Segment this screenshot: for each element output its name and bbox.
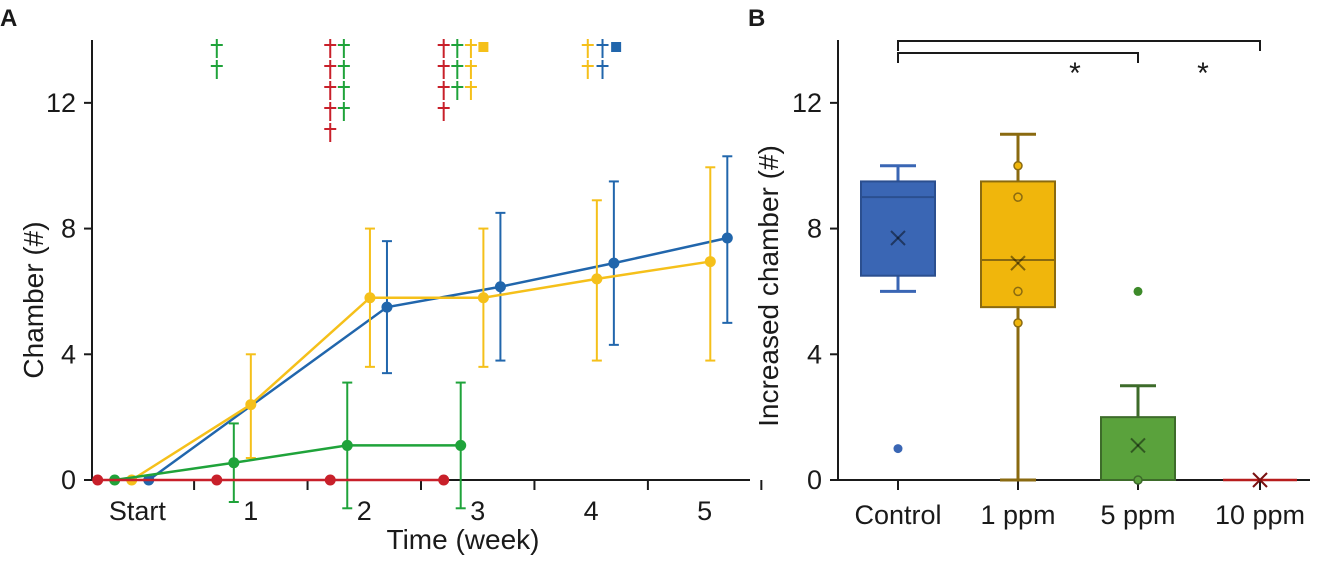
box-5-ppm — [1100, 286, 1176, 485]
square-marker — [611, 42, 622, 52]
data-point — [211, 474, 223, 486]
x-tick-label: 3 — [470, 496, 485, 526]
series-1-ppm — [126, 166, 716, 486]
x-tick-label: 1 ppm — [980, 500, 1055, 530]
square-marker — [478, 42, 489, 52]
x-tick-label: 10 ppm — [1215, 500, 1305, 530]
data-point — [364, 292, 376, 304]
data-point — [1013, 318, 1023, 328]
mean-marker — [1010, 255, 1026, 271]
outlier-point — [893, 444, 903, 454]
y-tick-label: 8 — [61, 214, 76, 244]
outlier-point — [1133, 286, 1143, 296]
data-point — [324, 474, 336, 486]
y-tick-label: 12 — [46, 88, 76, 118]
y-tick-label: 12 — [792, 88, 822, 118]
data-point — [721, 232, 733, 244]
y-tick-label: 0 — [807, 465, 822, 495]
y-tick-label: 4 — [807, 339, 822, 369]
significance-star: * — [1197, 57, 1209, 90]
mean-marker — [890, 230, 906, 246]
panel-b-significance: * * — [897, 40, 1261, 90]
x-tick-label: 1 — [243, 496, 258, 526]
data-point — [1133, 475, 1143, 485]
panel-a-death-markers — [210, 39, 622, 142]
panel-a-x-ticks: Start 1 2 3 4 5 — [109, 480, 763, 526]
x-tick-label: 2 — [357, 496, 372, 526]
data-point — [477, 292, 489, 304]
panel-a-letter: A — [0, 5, 17, 32]
box-body — [980, 180, 1056, 309]
data-point — [341, 439, 353, 451]
y-tick-label: 8 — [807, 214, 822, 244]
data-point — [1013, 286, 1023, 297]
data-point — [704, 256, 716, 268]
mean-marker — [1130, 437, 1146, 454]
data-point — [494, 281, 506, 293]
panel-b-boxes — [860, 132, 1297, 488]
x-tick-label: 5 ppm — [1100, 500, 1175, 530]
significance-bracket — [897, 52, 1139, 63]
data-point — [455, 439, 467, 451]
series-control — [143, 155, 733, 486]
data-point — [92, 474, 104, 486]
panel-b-y-ticks: 0 4 8 12 — [792, 88, 838, 495]
series-10-ppm — [92, 474, 450, 486]
x-tick-label: 5 — [697, 496, 712, 526]
y-tick-label: 4 — [61, 339, 76, 369]
series-line — [114, 444, 461, 482]
panel-a-x-title: Time (week) — [387, 524, 540, 555]
panel-b-y-title: Increased chamber (#) — [753, 145, 784, 427]
series-line — [147, 236, 728, 482]
panel-a-y-title: Chamber (#) — [18, 221, 49, 378]
box-1-ppm — [980, 132, 1056, 482]
x-tick-label: Start — [109, 496, 167, 526]
box-body — [860, 180, 936, 277]
data-point — [1013, 192, 1023, 202]
x-tick-label: Control — [854, 500, 941, 530]
panel-a-y-ticks: 0 4 8 12 — [46, 88, 92, 495]
mean-marker — [1252, 472, 1268, 488]
x-tick-label: 4 — [584, 496, 599, 526]
significance-star: * — [1069, 57, 1081, 90]
data-point — [608, 257, 620, 269]
data-point — [228, 457, 240, 469]
mean-marker — [1130, 437, 1146, 454]
panel-a-axes — [91, 40, 750, 481]
mean-marker — [1010, 255, 1026, 271]
series-line — [131, 260, 711, 482]
panel-b-letter: B — [748, 5, 765, 32]
data-point — [245, 399, 257, 411]
significance-bracket — [897, 40, 1261, 51]
data-point — [381, 301, 393, 313]
panel-b-x-ticks: Control 1 ppm 5 ppm 10 ppm — [854, 480, 1305, 530]
mean-marker — [890, 230, 906, 246]
data-point — [591, 273, 603, 285]
box-10-ppm — [1223, 472, 1297, 488]
series-5-ppm — [109, 381, 467, 510]
y-tick-label: 0 — [61, 465, 76, 495]
data-point — [438, 474, 450, 486]
panel-a-series — [92, 155, 733, 510]
box-body — [1100, 416, 1176, 481]
box-control — [860, 164, 936, 454]
data-point — [1013, 160, 1023, 171]
